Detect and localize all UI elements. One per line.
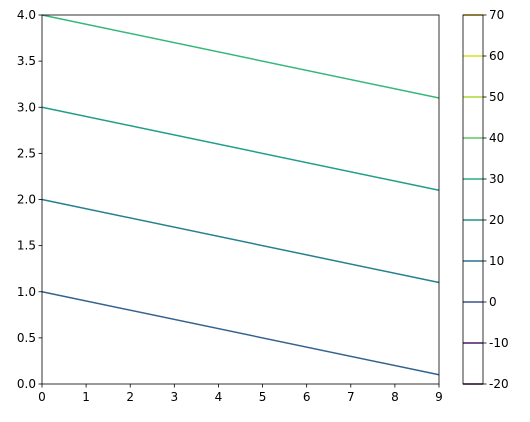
colorbar-tick-label: 70	[489, 8, 504, 22]
colorbar-tick-label: 50	[489, 90, 504, 104]
y-tick-label: 2.5	[17, 146, 36, 160]
contour-line	[41, 106, 440, 192]
x-tick-label: 7	[347, 390, 355, 404]
colorbar-tick-label: 40	[489, 131, 504, 145]
y-tick-label: 0.5	[17, 331, 36, 345]
y-tick-label: 3.0	[17, 100, 36, 114]
x-tick-label: 9	[435, 390, 443, 404]
y-tick-label: 2.0	[17, 193, 36, 207]
x-tick-label: 3	[171, 390, 179, 404]
colorbar-tick-label: 10	[489, 254, 504, 268]
y-tick-label: 1.0	[17, 285, 36, 299]
y-tick-label: 4.0	[17, 8, 36, 22]
colorbar-tick-label: -20	[489, 377, 509, 391]
x-tick-label: 2	[126, 390, 134, 404]
contour-line	[41, 291, 440, 376]
x-tick-label: 4	[215, 390, 223, 404]
colorbar-tick-label: 60	[489, 49, 504, 63]
colorbar-frame	[462, 14, 484, 385]
x-tick-label: 8	[391, 390, 399, 404]
colorbar-tick-label: -10	[489, 336, 509, 350]
y-tick-label: 0.0	[17, 377, 36, 391]
y-tick-label: 1.5	[17, 239, 36, 253]
y-tick-label: 3.5	[17, 54, 36, 68]
x-tick-label: 5	[259, 390, 267, 404]
colorbar-tick-label: 0	[489, 295, 497, 309]
contour-line	[41, 14, 440, 99]
plot-frame	[41, 14, 440, 385]
colorbar-tick-label: 20	[489, 213, 504, 227]
x-tick-label: 1	[82, 390, 90, 404]
contour-line	[41, 198, 440, 284]
x-tick-label: 6	[303, 390, 311, 404]
x-tick-label: 0	[38, 390, 46, 404]
colorbar-tick-label: 30	[489, 172, 504, 186]
